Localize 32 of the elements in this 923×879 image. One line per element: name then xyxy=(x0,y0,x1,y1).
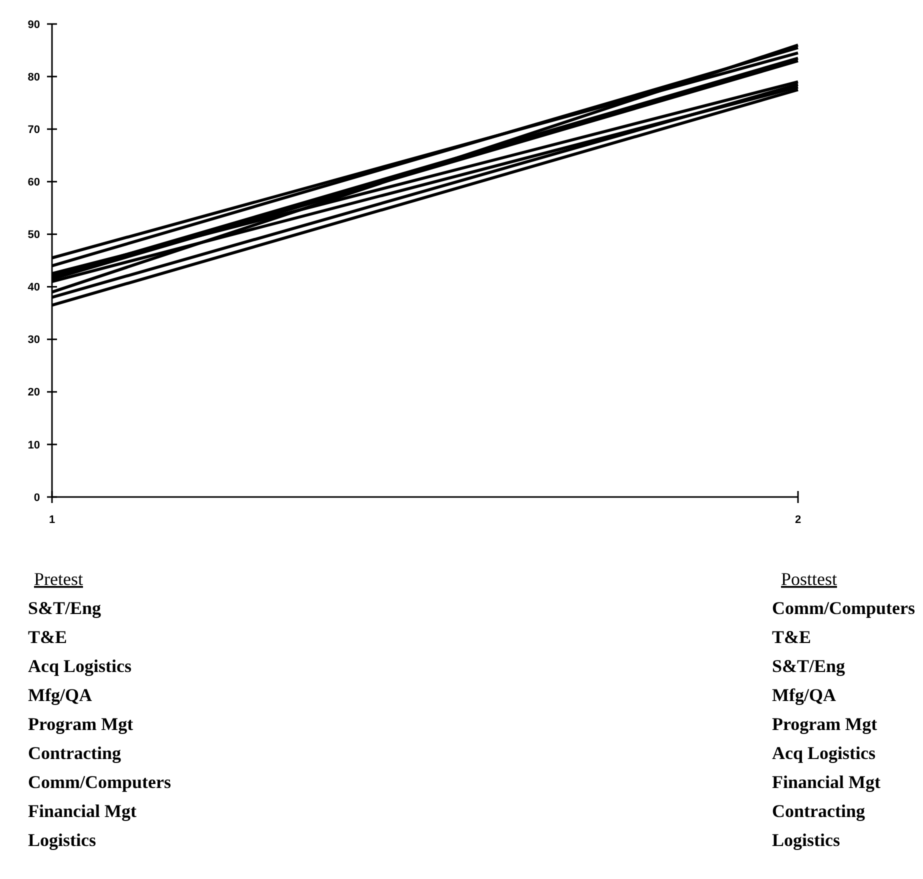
text: Logistics xyxy=(772,830,840,850)
text: Posttest xyxy=(781,569,838,589)
x-tick-label: 1 xyxy=(48,514,56,526)
text: Mfg/QA xyxy=(772,685,836,705)
text: Acq Logistics xyxy=(772,743,876,763)
text: Program Mgt xyxy=(772,714,878,734)
y-tick-label: 0 xyxy=(34,492,40,504)
text: Contracting xyxy=(772,801,865,821)
x-tick-label: 2 xyxy=(794,514,802,526)
y-tick-label: 90 xyxy=(28,18,40,31)
y-tick-label: 60 xyxy=(28,176,40,189)
text: Comm/Computers xyxy=(28,772,171,792)
y-tick-label: 20 xyxy=(28,386,40,399)
text: Pretest xyxy=(34,569,83,589)
text: Financial Mgt xyxy=(772,772,880,792)
text: Mfg/QA xyxy=(28,685,92,705)
text: S&T/Eng xyxy=(28,598,102,618)
text: Financial Mgt xyxy=(28,801,136,821)
text: Comm/Computers xyxy=(772,598,915,618)
y-tick-label: 40 xyxy=(28,282,40,294)
y-tick-label: 70 xyxy=(28,124,40,136)
text: T&E xyxy=(772,627,812,647)
text: Logistics xyxy=(28,830,96,850)
text: Acq Logistics xyxy=(28,656,132,676)
text: T&E xyxy=(28,627,68,647)
text: S&T/Eng xyxy=(772,656,846,676)
y-tick-label: 30 xyxy=(28,334,40,346)
text: Contracting xyxy=(28,743,121,763)
y-tick-label: 10 xyxy=(28,439,40,452)
y-tick-label: 50 xyxy=(28,229,40,242)
y-tick-label: 80 xyxy=(28,71,40,84)
text: Program Mgt xyxy=(28,714,134,734)
